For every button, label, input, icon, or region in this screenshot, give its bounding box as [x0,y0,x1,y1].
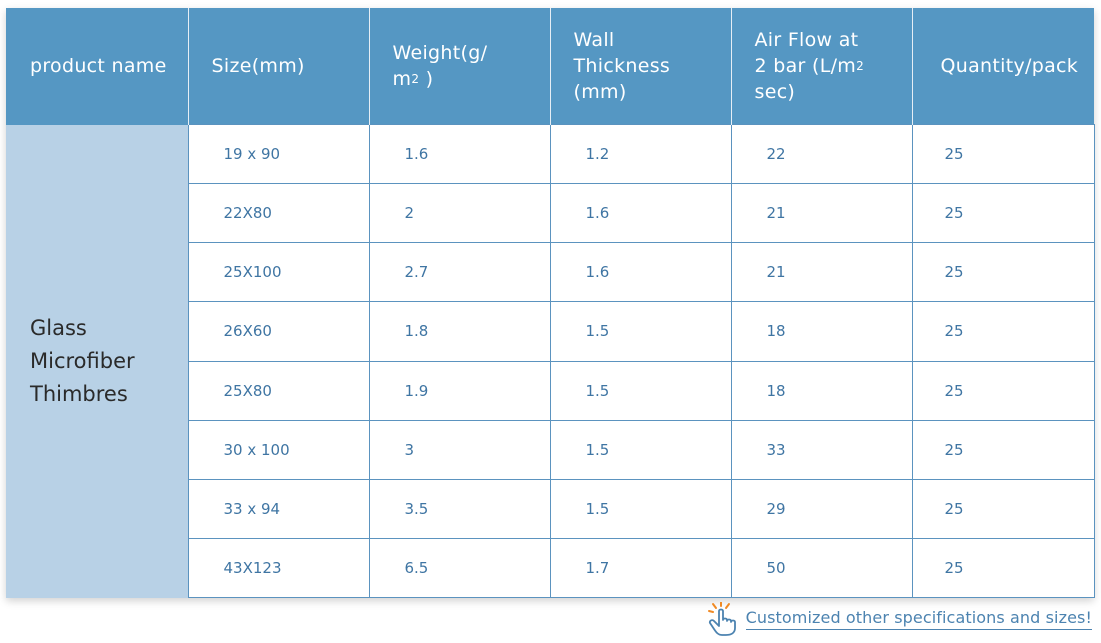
header-row: product name Size(mm) Weight(g/ m2 ) Wal… [6,8,1094,125]
header-size: Size(mm) [188,8,370,125]
spec-table-container: product name Size(mm) Weight(g/ m2 ) Wal… [6,8,1095,599]
cell-size: 26X60 [187,301,370,362]
cell-air-flow: 18 [730,301,913,362]
cell-quantity: 25 [911,123,1095,185]
cell-quantity: 25 [911,183,1095,244]
cell-wall-thickness: 1.5 [549,301,732,362]
cell-air-flow: 22 [730,123,913,185]
cell-wall-thickness: 1.5 [549,419,732,480]
cell-weight: 3.5 [368,478,551,539]
cell-size: 25X100 [187,242,370,303]
cell-weight: 3 [368,419,551,480]
header-air-flow: Air Flow at 2 bar (L/m2 sec) [731,8,913,125]
customize-text[interactable]: Customized other specifications and size… [745,608,1092,630]
cell-air-flow: 29 [730,478,913,539]
cell-air-flow: 33 [730,419,913,480]
cell-wall-thickness: 1.5 [549,478,732,539]
table-row: 43X123 6.5 1.7 50 25 [6,537,1095,599]
header-quantity-pack: Quantity/pack [912,8,1094,125]
table-row: 26X60 1.8 1.5 18 25 [6,301,1095,362]
cell-wall-thickness: 1.6 [549,242,732,303]
cell-air-flow: 21 [730,183,913,244]
table-row: 25X100 2.7 1.6 21 25 [6,242,1095,303]
cell-size: 19 x 90 [187,123,370,185]
customize-link[interactable]: Customized other specifications and size… [705,602,1092,636]
header-product-name: product name [6,8,189,125]
pointing-hand-icon [707,602,736,636]
cell-air-flow: 50 [730,537,913,599]
cell-weight: 6.5 [368,537,551,599]
cell-quantity: 25 [911,301,1095,362]
cell-weight: 1.6 [368,123,551,185]
cell-quantity: 25 [911,478,1095,539]
cell-weight: 2 [368,183,551,244]
header-wall-thickness: Wall Thickness (mm) [550,8,732,125]
cell-air-flow: 21 [730,242,913,303]
header-weight: Weight(g/ m2 ) [369,8,551,125]
cell-quantity: 25 [911,360,1095,421]
cell-size: 25X80 [187,360,370,421]
cell-quantity: 25 [911,537,1095,599]
cell-size: 22X80 [187,183,370,244]
table-row: 22X80 2 1.6 21 25 [6,183,1095,244]
cell-wall-thickness: 1.6 [549,183,732,244]
cell-weight: 2.7 [368,242,551,303]
cell-wall-thickness: 1.2 [549,123,732,185]
cell-quantity: 25 [911,419,1095,480]
cell-wall-thickness: 1.5 [549,360,732,421]
cell-air-flow: 18 [730,360,913,421]
cell-size: 30 x 100 [187,419,370,480]
product-name-cell: Glass Microfiber Thimbres [6,124,189,598]
cell-weight: 1.9 [368,360,551,421]
table-row: 30 x 100 3 1.5 33 25 [6,419,1095,480]
table-row: Glass Microfiber Thimbres 19 x 90 1.6 1.… [6,123,1095,598]
spec-table: product name Size(mm) Weight(g/ m2 ) Wal… [6,8,1095,599]
cell-size: 33 x 94 [187,478,370,539]
table-row: 25X80 1.9 1.5 18 25 [6,360,1095,421]
cell-size: 43X123 [187,537,370,599]
cell-weight: 1.8 [368,301,551,362]
cell-quantity: 25 [911,242,1095,303]
cell-wall-thickness: 1.7 [549,537,732,599]
